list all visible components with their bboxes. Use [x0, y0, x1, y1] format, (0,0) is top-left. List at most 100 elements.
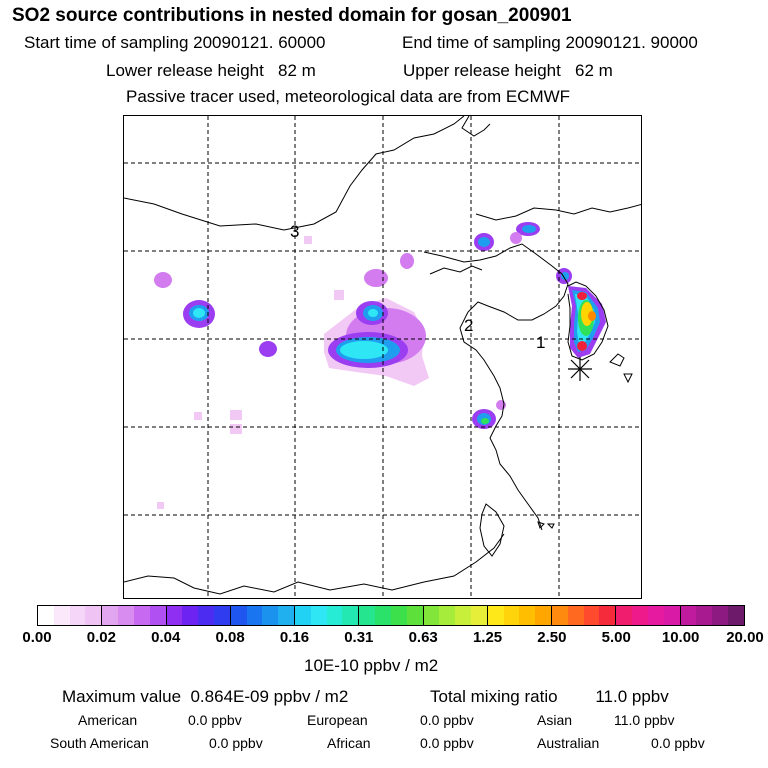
- plume-spot: [304, 236, 312, 244]
- border-line: [475, 204, 641, 221]
- asian-value: 11.0 ppbv: [614, 712, 675, 728]
- plume-blob: [259, 341, 277, 357]
- border-line: [124, 116, 465, 231]
- colorbar-swatch: [38, 606, 54, 625]
- colorbar-tick-label: 0.04: [151, 629, 181, 646]
- sampling-end: End time of sampling 20090121. 90000: [402, 33, 698, 52]
- colorbar-swatch: [567, 606, 584, 625]
- african-value: 0.0 ppbv: [420, 735, 474, 751]
- colorbar-swatch: [342, 606, 360, 625]
- colorbar-tick-label: 0.31: [344, 629, 374, 646]
- colorbar-tick-label: 1.25: [472, 629, 503, 646]
- american-value: 0.0 ppbv: [188, 712, 242, 728]
- plume-layer: [154, 222, 606, 509]
- upper-release-height: Upper release height 62 m: [403, 61, 613, 80]
- colorbar-swatch: [149, 606, 167, 625]
- island-path: [537, 521, 545, 529]
- colorbar-swatch: [503, 606, 520, 625]
- colorbar-swatch: [295, 606, 311, 625]
- colorbar-swatch: [552, 606, 568, 625]
- coastline-path: [567, 281, 609, 361]
- colorbar-swatch: [118, 606, 134, 625]
- colorbar-swatch: [182, 606, 199, 625]
- plume-blob: [400, 253, 414, 269]
- plume-blob: [364, 269, 388, 287]
- plume-blob: [340, 341, 388, 359]
- colorbar-swatch: [519, 606, 536, 625]
- plume-spot: [157, 502, 164, 509]
- colorbar-swatch: [616, 606, 633, 625]
- colorbar-swatch: [230, 606, 247, 625]
- colorbar-swatch: [198, 606, 214, 625]
- asterisk-stroke: [570, 359, 590, 379]
- colorbar-swatch: [102, 606, 119, 625]
- colorbar-swatch: [375, 606, 391, 625]
- colorbar-tick-label: 0.02: [86, 629, 116, 646]
- colorbar-unit: 10E-10 ppbv / m2: [304, 656, 439, 675]
- plume-spot: [230, 424, 242, 434]
- plume-blob: [577, 292, 587, 300]
- colorbar-swatch: [406, 606, 424, 625]
- south-american-value: 0.0 ppbv: [209, 735, 263, 751]
- plume-blob: [154, 272, 172, 288]
- colorbar-swatch: [439, 606, 456, 625]
- colorbar-tick-label: 0.00: [22, 629, 52, 646]
- plume-blob: [561, 272, 569, 280]
- colorbar-tick-label: 20.00: [726, 629, 764, 646]
- chart-title: SO2 source contributions in nested domai…: [12, 5, 572, 26]
- colorbar-swatch: [246, 606, 263, 625]
- asian-label: Asian: [537, 712, 573, 728]
- plume-blob: [588, 311, 596, 321]
- colorbar-tick-label: 10.00: [661, 629, 700, 646]
- island-path: [546, 523, 555, 529]
- plume-spot: [334, 290, 344, 300]
- colorbar-tick-label: 5.00: [601, 629, 631, 646]
- european-value: 0.0 ppbv: [420, 712, 474, 728]
- site-label-2: 2: [464, 316, 473, 335]
- colorbar-swatch: [470, 606, 488, 625]
- colorbar-swatch: [727, 606, 744, 625]
- site-labels: 3 2 1: [290, 222, 545, 352]
- total-mixing-ratio: Total mixing ratio 11.0 ppbv: [430, 687, 669, 706]
- colorbar-swatch: [712, 606, 728, 625]
- plume-blob: [368, 309, 378, 317]
- colorbar-swatch: [647, 606, 664, 625]
- plume-blob: [510, 232, 522, 244]
- colorbar-swatch: [423, 606, 440, 625]
- colorbar-swatch: [487, 606, 504, 625]
- colorbar-swatch: [583, 606, 600, 625]
- european-label: European: [307, 712, 368, 728]
- asterisk-marker: [568, 357, 592, 381]
- map-panel: 3 2 1: [123, 115, 642, 599]
- tracer-note: Passive tracer used, meteorological data…: [126, 87, 571, 106]
- sampling-start: Start time of sampling 20090121. 60000: [24, 33, 326, 52]
- colorbar-swatch: [663, 606, 681, 625]
- island-path: [609, 353, 625, 367]
- colorbar-swatch: [326, 606, 343, 625]
- colorbar-swatch: [53, 606, 70, 625]
- map-canvas: 3 2 1: [124, 116, 641, 598]
- colorbar-swatch: [278, 606, 295, 625]
- colorbar-swatch: [262, 606, 279, 625]
- grid-lines: [124, 116, 641, 598]
- plume-blob: [522, 225, 536, 233]
- colorbar: [37, 605, 745, 626]
- colorbar-swatch: [213, 606, 231, 625]
- colorbar-swatch: [133, 606, 150, 625]
- site-label-3: 3: [290, 222, 299, 241]
- colorbar-tick-label: 0.08: [215, 629, 245, 646]
- colorbar-swatch: [166, 606, 183, 625]
- coastline-path: [429, 265, 483, 275]
- island-path: [623, 373, 633, 384]
- colorbar-swatch: [599, 606, 617, 625]
- colorbar-swatch: [69, 606, 86, 625]
- plume-blob: [478, 237, 490, 247]
- plume-blob: [496, 400, 506, 410]
- border-line: [461, 116, 491, 137]
- african-label: African: [327, 735, 371, 751]
- colorbar-swatch: [696, 606, 713, 625]
- plume-spot: [230, 410, 242, 420]
- plume-blob: [481, 418, 489, 424]
- colorbar-tick-label: 0.16: [279, 629, 310, 646]
- colorbar-tick-label: 0.63: [408, 629, 438, 646]
